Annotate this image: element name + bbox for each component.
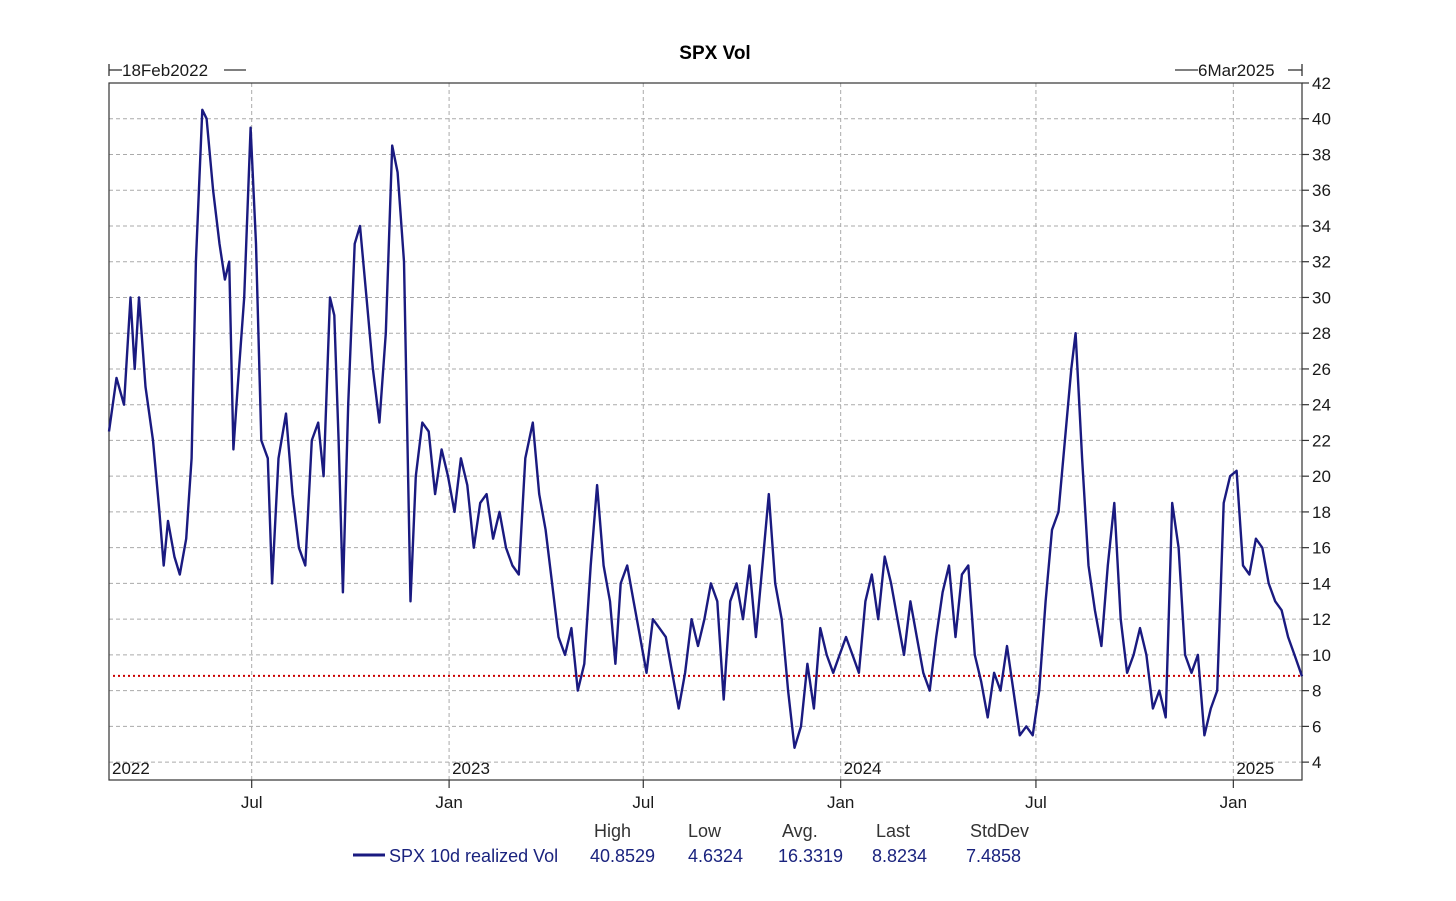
y-tick-label: 22	[1312, 431, 1331, 450]
year-label: 2025	[1236, 759, 1274, 778]
year-label: 2024	[844, 759, 882, 778]
stats-value-avg: 16.3319	[778, 846, 843, 866]
grid-lines	[109, 82, 1302, 780]
stats-value-high: 40.8529	[590, 846, 655, 866]
y-tick-label: 16	[1312, 539, 1331, 558]
chart-title: SPX Vol	[679, 43, 750, 64]
y-tick-label: 6	[1312, 717, 1321, 736]
y-tick-label: 40	[1312, 110, 1331, 129]
y-tick-label: 20	[1312, 467, 1331, 486]
year-label: 2023	[452, 759, 490, 778]
stats-value-stddev: 7.4858	[966, 846, 1021, 866]
stats-header-low: Low	[688, 821, 722, 841]
x-tick-label: Jul	[241, 793, 263, 812]
y-tick-label: 42	[1312, 74, 1331, 93]
stats-value-last: 8.8234	[872, 846, 927, 866]
y-tick-label: 10	[1312, 646, 1331, 665]
y-tick-label: 36	[1312, 181, 1331, 200]
stats-table: High Low Avg. Last StdDev SPX 10d realiz…	[353, 821, 1029, 866]
x-axis: Jul Jan Jul Jan Jul Jan	[241, 780, 1247, 812]
x-tick-label: Jul	[632, 793, 654, 812]
y-tick-label: 30	[1312, 288, 1331, 307]
y-axis: 4 6 8 10 12 14 16 18 20 22 24 26 28 30 32 34 36 38 40 42	[1302, 74, 1331, 772]
end-date-marker: 6Mar2025	[1175, 61, 1303, 80]
stats-header-last: Last	[876, 821, 910, 841]
legend-series-name: SPX 10d realized Vol	[389, 846, 558, 866]
end-date-label: 6Mar2025	[1198, 61, 1275, 80]
start-date-label: 18Feb2022	[122, 61, 208, 80]
x-tick-label: Jan	[827, 793, 854, 812]
y-tick-label: 14	[1312, 574, 1331, 593]
x-tick-label: Jul	[1025, 793, 1047, 812]
y-tick-label: 24	[1312, 396, 1331, 415]
y-tick-label: 12	[1312, 610, 1331, 629]
y-tick-label: 8	[1312, 682, 1321, 701]
y-tick-label: 26	[1312, 360, 1331, 379]
x-tick-label: Jan	[435, 793, 462, 812]
stats-header-stddev: StdDev	[970, 821, 1029, 841]
y-tick-label: 4	[1312, 753, 1321, 772]
series-line-spx-10d-realized-vol	[107, 108, 1304, 749]
year-label: 2022	[112, 759, 150, 778]
year-labels: 2022 2023 2024 2025	[112, 759, 1274, 778]
y-tick-label: 32	[1312, 253, 1331, 272]
y-tick-label: 38	[1312, 145, 1331, 164]
stats-header-high: High	[594, 821, 631, 841]
stats-header-avg: Avg.	[782, 821, 818, 841]
y-tick-label: 34	[1312, 217, 1331, 236]
stats-value-low: 4.6324	[688, 846, 743, 866]
y-tick-label: 18	[1312, 503, 1331, 522]
start-date-marker: 18Feb2022	[108, 61, 246, 80]
x-tick-label: Jan	[1220, 793, 1247, 812]
y-tick-label: 28	[1312, 324, 1331, 343]
